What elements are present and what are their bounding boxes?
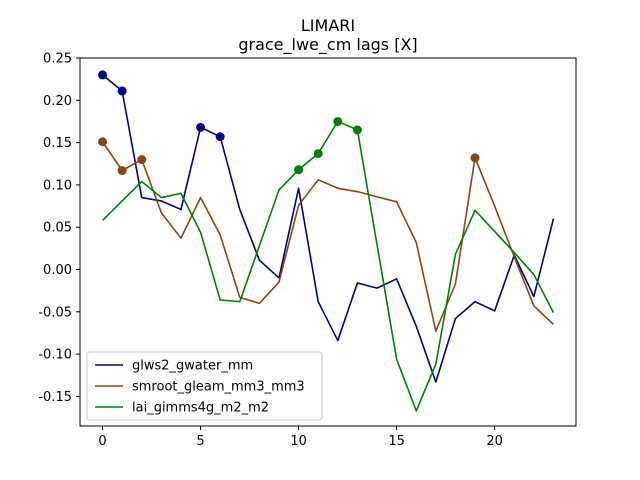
series-line-1	[102, 74, 555, 383]
x-tick-label: 10	[290, 434, 307, 449]
x-tick-label: 5	[196, 434, 204, 449]
y-tick-label: 0.00	[43, 263, 72, 278]
plot-markers	[98, 70, 480, 176]
y-tick-label: 0.15	[43, 136, 72, 151]
series-marker-1	[117, 86, 127, 96]
chart-subtitle: grace_lwe_cm lags [X]	[238, 35, 417, 55]
y-tick-label: 0.25	[43, 52, 72, 67]
series-marker-3	[294, 165, 304, 175]
series-marker-3	[313, 149, 323, 159]
legend-label-1: glws2_gwater_mm	[132, 359, 253, 374]
x-axis: 0 5 10 15 20	[98, 426, 503, 449]
chart-title: LIMARI	[301, 16, 355, 35]
y-tick-label: -0.05	[38, 305, 72, 320]
series-marker-2	[470, 153, 480, 163]
series-marker-1	[196, 122, 206, 132]
series-marker-2	[117, 166, 127, 176]
y-tick-label: 0.10	[43, 178, 72, 193]
series-marker-1	[215, 132, 225, 142]
y-tick-label: 0.05	[43, 221, 72, 236]
series-line-2	[101, 141, 555, 333]
x-tick-label: 0	[98, 434, 106, 449]
series-marker-2	[137, 155, 147, 165]
y-tick-label: -0.15	[38, 390, 72, 405]
y-tick-label: -0.10	[38, 348, 72, 363]
x-tick-label: 15	[388, 434, 405, 449]
series-marker-3	[352, 125, 362, 135]
y-tick-label: 0.20	[43, 94, 72, 109]
legend-label-2: smroot_gleam_mm3_mm3	[132, 380, 305, 395]
series-marker-1	[98, 70, 108, 80]
legend-label-3: lai_gimms4g_m2_m2	[132, 401, 269, 416]
series-marker-3	[333, 116, 343, 126]
legend: glws2_gwater_mm smroot_gleam_mm3_mm3 lai_g…	[86, 351, 323, 421]
y-axis: -0.15 -0.10 -0.05 0.00 0.05 0.10 0.15 0.20 0.25	[38, 52, 80, 405]
x-tick-label: 20	[486, 434, 503, 449]
legend-box	[86, 351, 323, 421]
plot-frame	[79, 57, 577, 427]
series-marker-2	[98, 137, 108, 147]
